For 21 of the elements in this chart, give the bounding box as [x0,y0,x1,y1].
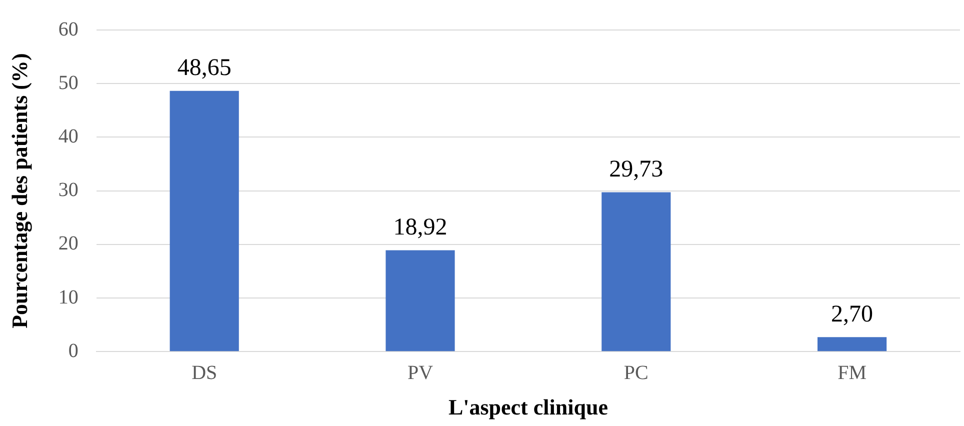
data-label: 48,65 [177,55,232,82]
data-label: 2,70 [831,301,874,328]
bar [386,250,455,352]
data-label: 18,92 [393,214,448,240]
y-tick-label: 40 [58,125,78,148]
x-tick-label: PV [407,362,434,384]
x-axis-title: L'aspect clinique [448,394,608,420]
y-tick-label: 50 [58,72,78,94]
bar [170,90,239,352]
y-tick-label: 0 [68,340,78,362]
y-tick-label: 20 [58,232,78,255]
data-label: 29,73 [609,156,664,183]
bar [602,192,671,352]
bar [818,337,887,352]
y-tick-label: 30 [58,179,78,202]
y-tick-label: 10 [58,286,78,308]
y-tick-label: 60 [58,18,78,40]
x-tick-label: FM [838,362,867,384]
y-axis-title: Pourcentage des patients (%) [6,53,32,328]
x-tick-label: PC [624,362,648,384]
x-tick-label: DS [192,362,218,384]
